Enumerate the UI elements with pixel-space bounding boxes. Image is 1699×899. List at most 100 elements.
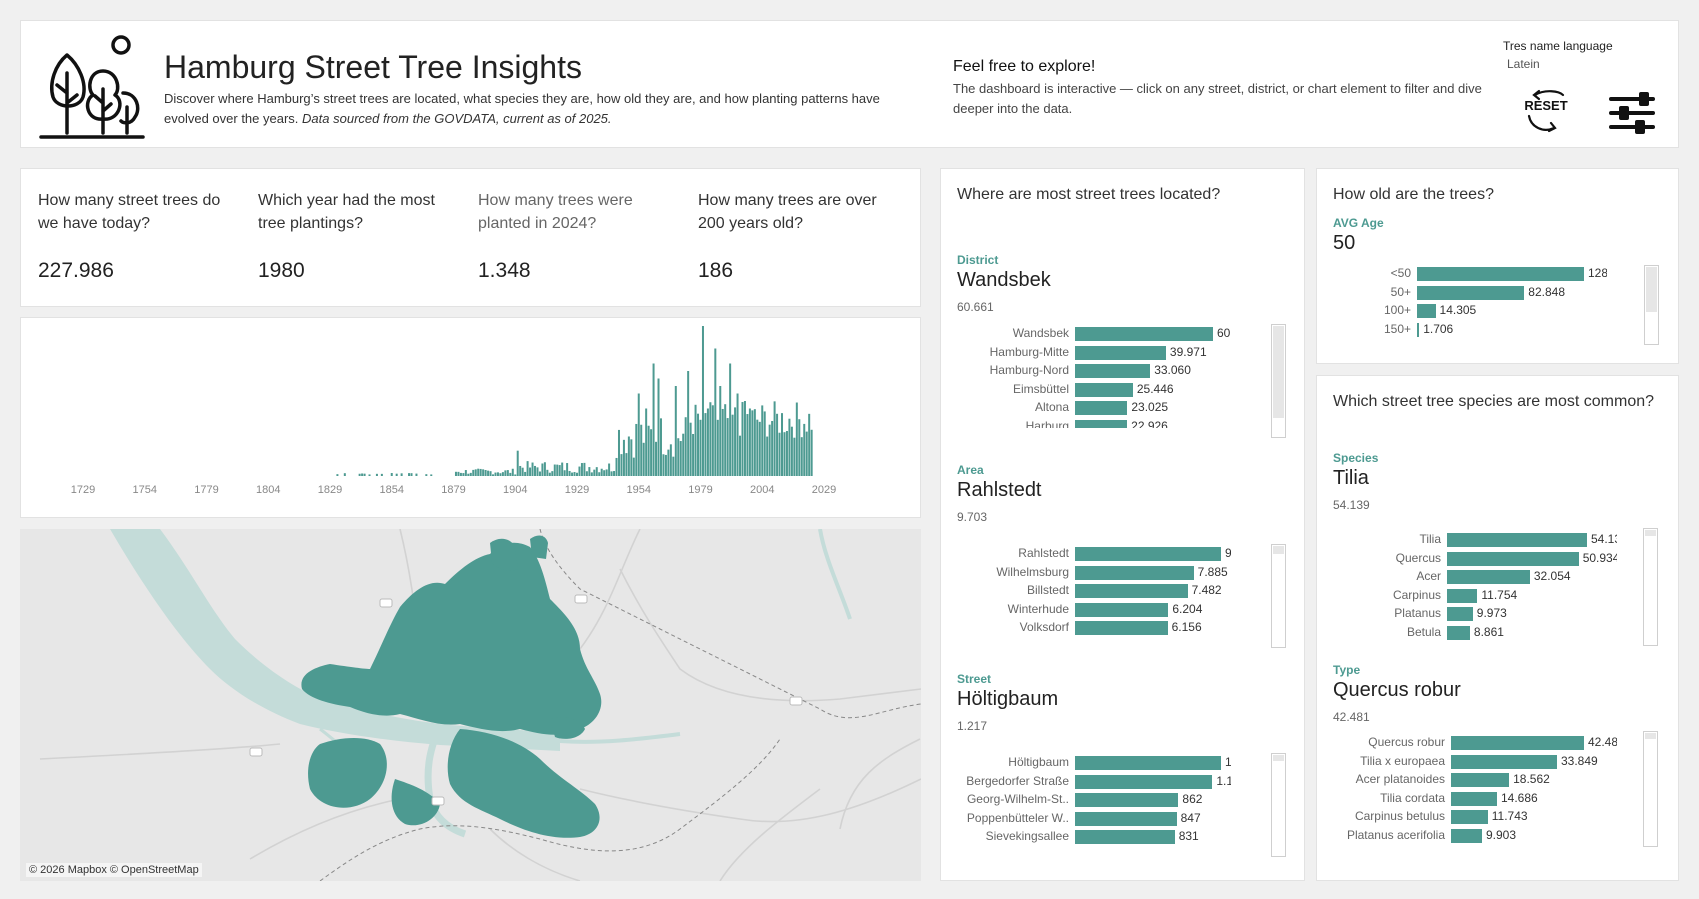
timeline-bar[interactable] (709, 402, 712, 476)
timeline-bar[interactable] (734, 407, 737, 476)
bar-row[interactable]: Georg-Wilhelm-St.. 862 (941, 790, 1231, 810)
bar-row[interactable]: Rahlstedt 9.703 (941, 544, 1231, 564)
timeline-bar[interactable] (640, 424, 643, 476)
bar[interactable] (1075, 547, 1221, 561)
timeline-bar[interactable] (410, 473, 413, 476)
bar-row[interactable]: Harburg 22.926 (941, 417, 1231, 428)
timeline-bar[interactable] (368, 474, 371, 476)
timeline-bar[interactable] (704, 413, 707, 476)
timeline-bar[interactable] (655, 441, 658, 476)
bar-row[interactable]: 150+ 1.706 (1317, 320, 1607, 340)
planting-timeline-chart[interactable]: 1729 1754 1779 1804 1829 1854 1879 1904 1929 1954… (20, 317, 921, 518)
timeline-bar[interactable] (627, 436, 630, 476)
bar[interactable] (1075, 364, 1151, 378)
bar-row[interactable]: Carpinus 11.754 (1317, 586, 1617, 606)
timeline-bar[interactable] (506, 470, 509, 476)
bar[interactable] (1451, 773, 1510, 787)
timeline-bar[interactable] (637, 393, 640, 477)
timeline-bar[interactable] (756, 419, 759, 476)
bar[interactable] (1447, 625, 1470, 640)
timeline-bar[interactable] (534, 465, 537, 476)
bar-row[interactable]: Bergedorfer Straße 1.145 (941, 772, 1231, 792)
timeline-bar[interactable] (662, 454, 665, 476)
street-scrollbar[interactable] (1271, 753, 1286, 857)
bar[interactable] (1417, 267, 1584, 281)
bar-row[interactable]: Platanus acerifolia 9.903 (1317, 826, 1617, 846)
age-bar-chart[interactable]: <50 128.930 50+ 82.848 100+ 14.305 150+ 1.706 (1317, 264, 1607, 348)
timeline-bar[interactable] (430, 474, 433, 476)
timeline-bar[interactable] (494, 472, 497, 476)
timeline-bar[interactable] (746, 414, 749, 476)
timeline-bar[interactable] (758, 421, 761, 476)
scroll-thumb[interactable] (1645, 733, 1656, 739)
timeline-bar[interactable] (608, 463, 611, 476)
timeline-bar[interactable] (459, 472, 462, 476)
bar[interactable] (1075, 756, 1221, 770)
timeline-bar[interactable] (563, 470, 566, 476)
timeline-bar[interactable] (684, 417, 687, 476)
timeline-bar[interactable] (531, 462, 534, 476)
bar[interactable] (1075, 565, 1194, 580)
district-scrollbar[interactable] (1271, 324, 1286, 438)
bar[interactable] (1447, 588, 1478, 603)
timeline-bar[interactable] (739, 435, 742, 476)
timeline-bar[interactable] (583, 462, 586, 476)
timeline-bar[interactable] (551, 471, 554, 476)
map-attribution[interactable]: © 2026 Mapbox © OpenStreetMap (26, 863, 202, 877)
bar-row[interactable]: Volksdorf 6.156 (941, 618, 1231, 638)
bar[interactable] (1075, 621, 1168, 635)
timeline-bar[interactable] (687, 371, 690, 476)
bar-row[interactable]: Billstedt 7.482 (941, 581, 1231, 601)
bar[interactable] (1447, 607, 1473, 621)
timeline-bar[interactable] (484, 470, 487, 476)
timeline-bar[interactable] (553, 464, 556, 476)
timeline-bar[interactable] (361, 473, 364, 476)
timeline-bar[interactable] (771, 420, 774, 476)
timeline-bar[interactable] (580, 463, 583, 476)
timeline-bar[interactable] (543, 462, 546, 476)
timeline-bar[interactable] (578, 466, 581, 476)
bar[interactable] (1451, 791, 1497, 806)
bar-row[interactable]: Platanus 9.973 (1317, 604, 1617, 624)
timeline-bar[interactable] (454, 471, 457, 476)
bar-row[interactable]: Hamburg-Nord 33.060 (941, 361, 1231, 381)
bar[interactable] (1075, 793, 1179, 807)
species-scrollbar[interactable] (1643, 528, 1658, 646)
bar[interactable] (1417, 322, 1420, 337)
timeline-bar[interactable] (795, 402, 798, 476)
bar[interactable] (1447, 533, 1587, 547)
timeline-bar[interactable] (541, 463, 544, 476)
timeline-bar[interactable] (536, 467, 539, 476)
bar-row[interactable]: 50+ 82.848 (1317, 283, 1607, 303)
timeline-bar[interactable] (504, 470, 507, 476)
timeline-bar[interactable] (492, 474, 495, 476)
species-bar-chart[interactable]: Tilia 54.139 Quercus 50.934 Acer 32.054 Carpin… (1317, 530, 1617, 652)
timeline-bar[interactable] (590, 472, 593, 476)
scroll-thumb[interactable] (1273, 326, 1284, 418)
timeline-bar[interactable] (674, 386, 677, 476)
timeline-bar[interactable] (716, 419, 719, 476)
bar[interactable] (1451, 810, 1488, 824)
bar[interactable] (1447, 570, 1530, 584)
timeline-bar[interactable] (400, 473, 403, 476)
timeline-bar[interactable] (598, 472, 601, 476)
timeline-bar[interactable] (573, 472, 576, 476)
timeline-bar[interactable] (588, 467, 591, 476)
timeline-bar[interactable] (778, 432, 781, 476)
bar[interactable] (1075, 382, 1133, 397)
area-bar-chart[interactable]: Rahlstedt 9.703 Wilhelmsburg 7.885 Billstedt… (941, 544, 1231, 648)
timeline-bar[interactable] (701, 326, 704, 476)
timeline-bar[interactable] (380, 473, 383, 476)
timeline-bar[interactable] (489, 471, 492, 476)
timeline-bar[interactable] (766, 436, 769, 476)
timeline-bar[interactable] (620, 454, 623, 476)
scroll-thumb[interactable] (1273, 546, 1284, 554)
timeline-bar[interactable] (645, 408, 648, 477)
timeline-bar[interactable] (425, 474, 428, 476)
timeline-bar[interactable] (761, 405, 764, 476)
reset-button[interactable]: RESET (1521, 89, 1571, 139)
bar-row[interactable]: Höltigbaum 1.217 (941, 753, 1231, 773)
timeline-bar[interactable] (625, 453, 628, 476)
timeline-bar[interactable] (613, 471, 616, 476)
timeline-bar[interactable] (496, 472, 499, 476)
